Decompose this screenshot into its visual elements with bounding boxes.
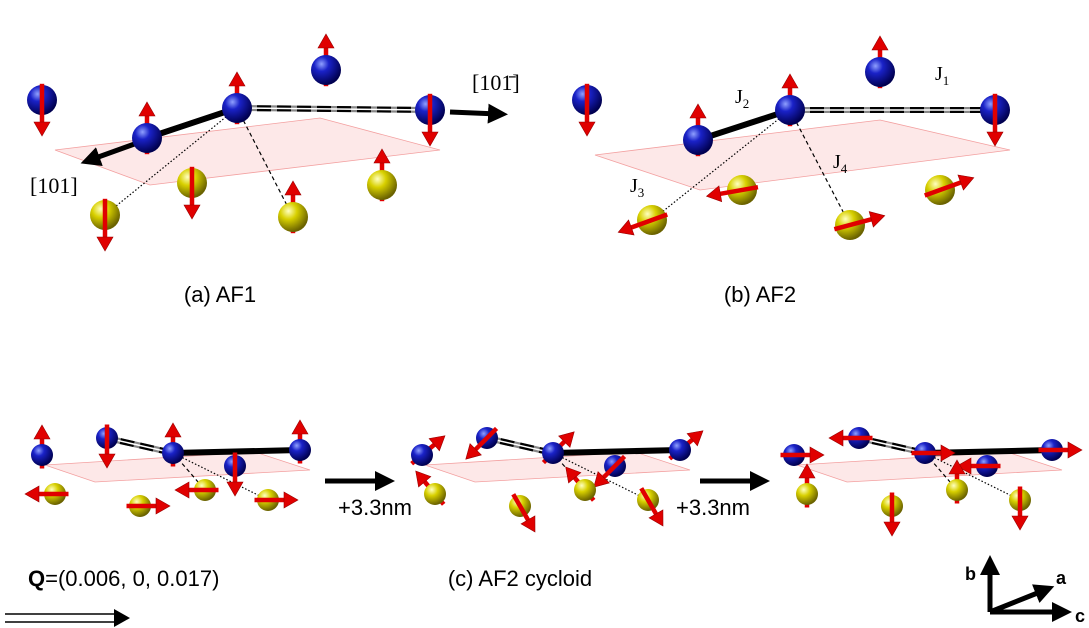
wave-vector-arrow	[114, 609, 130, 627]
spin-head	[422, 132, 438, 146]
spin-head	[884, 522, 900, 536]
atom	[222, 93, 252, 123]
exchange-label: J1	[935, 63, 949, 88]
atom	[424, 483, 446, 505]
spin-head	[292, 420, 308, 434]
direction-label: [101̄]	[472, 70, 520, 95]
spin-head	[782, 74, 798, 88]
atom	[278, 202, 308, 232]
translation: +3.3nm	[338, 495, 412, 520]
atom	[289, 439, 311, 461]
exchange-symbol: J	[833, 151, 841, 173]
spin-head	[97, 237, 113, 251]
wave-vector: Q=(0.006, 0, 0.017)	[28, 566, 219, 591]
atom	[411, 444, 433, 466]
spin-head	[139, 102, 155, 116]
atom	[132, 123, 162, 153]
exchange-symbol: J	[935, 63, 943, 85]
direction-label: [101]	[30, 173, 78, 198]
atom	[946, 479, 968, 501]
atom	[669, 439, 691, 461]
axis-label: c	[1075, 606, 1085, 626]
spin-head	[579, 122, 595, 136]
spin-head	[184, 205, 200, 219]
atom	[311, 55, 341, 85]
spin-head	[156, 498, 170, 514]
exchange-symbol: J	[735, 86, 743, 108]
translation: +3.3nm	[676, 495, 750, 520]
spin-head	[34, 122, 50, 136]
spin-head	[318, 34, 334, 48]
spin-head	[690, 104, 706, 118]
atom	[574, 479, 596, 501]
atom	[542, 442, 564, 464]
atom	[367, 170, 397, 200]
exchange-subscript: 2	[743, 96, 750, 111]
exchange-subscript: 1	[943, 73, 950, 88]
bond	[553, 450, 680, 453]
atom	[31, 444, 53, 466]
figure: J1J2J3J4 (a) AF1 (b) AF2 (c) AF2 cycloid…	[0, 0, 1089, 628]
direction-arrow	[990, 590, 1045, 612]
caption: (b) AF2	[724, 282, 796, 307]
spin-head	[1068, 442, 1082, 458]
atom	[162, 442, 184, 464]
wave-vector-value: =(0.006, 0, 0.017)	[45, 566, 219, 591]
spin-head	[1012, 516, 1028, 530]
spin-head	[175, 482, 189, 498]
axis-label: a	[1056, 568, 1067, 588]
caption: (a) AF1	[184, 282, 256, 307]
spin-head	[872, 36, 888, 50]
spin-head	[869, 212, 885, 227]
exchange-label: J3	[630, 175, 644, 200]
spin-head	[284, 492, 298, 508]
exchange-symbol: J	[630, 175, 638, 197]
atom	[775, 95, 805, 125]
exchange-label: J2	[735, 86, 749, 111]
spin-head	[227, 482, 243, 496]
exchange-subscript: 4	[841, 161, 848, 176]
wave-vector-symbol: Q	[28, 566, 45, 591]
spin-head	[987, 132, 1003, 146]
exchange-subscript: 3	[638, 185, 645, 200]
spin-head	[229, 72, 245, 86]
spin-head	[25, 486, 39, 502]
atom	[683, 125, 713, 155]
axis-label: b	[965, 564, 976, 584]
atom	[796, 483, 818, 505]
spin-head	[165, 423, 181, 437]
spin-head	[810, 447, 824, 463]
spin-head	[34, 425, 50, 439]
direction-arrow	[450, 112, 498, 114]
spin-head	[829, 430, 843, 446]
atom	[865, 57, 895, 87]
caption: (c) AF2 cycloid	[448, 566, 592, 591]
spin-head	[285, 181, 301, 195]
